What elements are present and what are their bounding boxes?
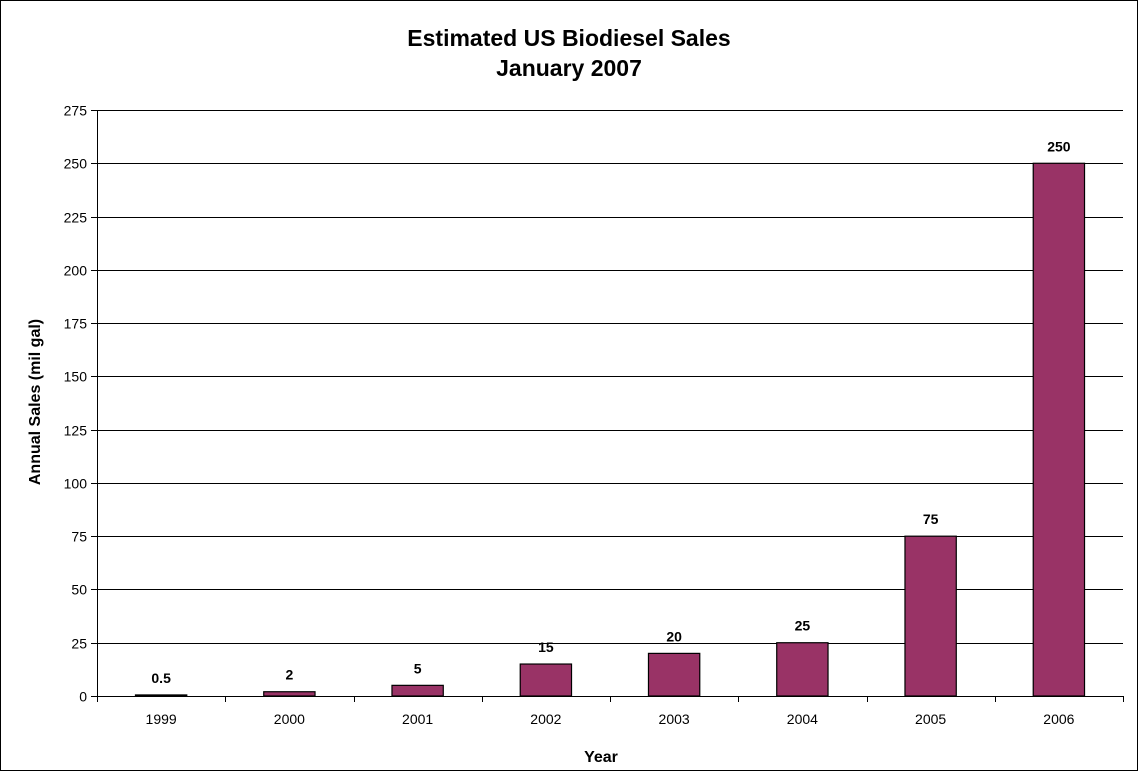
y-tick-label: 25	[71, 636, 87, 652]
y-tick-label: 275	[64, 103, 88, 119]
y-tick-label: 75	[71, 529, 87, 545]
y-tick-label: 250	[64, 156, 88, 172]
labels: 025507510012515017520022525027519990.520…	[64, 103, 1075, 728]
data-label: 25	[795, 618, 811, 634]
x-tick-label: 2000	[274, 711, 305, 727]
x-axis-title: Year	[584, 749, 618, 766]
x-tick-label: 2003	[659, 711, 690, 727]
bars	[134, 162, 1086, 697]
y-tick-label: 150	[64, 369, 88, 385]
y-tick-label: 0	[79, 689, 87, 705]
y-tick-label: 175	[64, 316, 88, 332]
x-tick-label: 2001	[402, 711, 433, 727]
y-tick-label: 125	[64, 423, 88, 439]
bar-2002	[519, 663, 573, 697]
data-label: 0.5	[151, 670, 171, 686]
bar-1999	[134, 694, 188, 697]
y-tick-label: 50	[71, 582, 87, 598]
y-tick-label: 225	[64, 210, 88, 226]
bar-2004	[776, 642, 829, 697]
x-tick-label: 2006	[1043, 711, 1074, 727]
data-label: 20	[666, 628, 682, 644]
chart-subtitle: January 2007	[496, 55, 642, 81]
chart-title: Estimated US Biodiesel Sales	[407, 25, 730, 51]
x-tick-label: 2004	[787, 711, 818, 727]
data-label: 2	[285, 667, 293, 683]
data-label: 75	[923, 511, 939, 527]
y-tick-label: 200	[64, 263, 88, 279]
data-label: 5	[414, 660, 422, 676]
bar-2006	[1032, 162, 1086, 697]
bar-2003	[647, 652, 701, 697]
bar-2001	[391, 684, 444, 697]
bar-2005	[904, 535, 957, 697]
x-tick-label: 2005	[915, 711, 946, 727]
gridlines	[97, 110, 1123, 644]
y-axis-title: Annual Sales (mil gal)	[27, 319, 44, 485]
bar-2000	[263, 691, 316, 697]
x-tick-label: 1999	[146, 711, 177, 727]
y-tick-label: 100	[64, 476, 88, 492]
x-tick-label: 2002	[530, 711, 561, 727]
axes	[91, 110, 1124, 702]
data-label: 15	[538, 639, 554, 655]
data-label: 250	[1047, 138, 1071, 154]
